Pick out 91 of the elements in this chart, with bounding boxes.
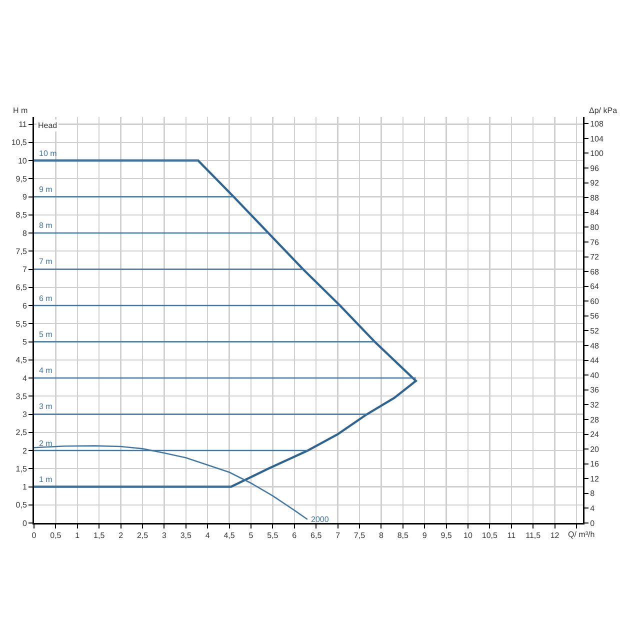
x-tick-label: 9 bbox=[422, 531, 428, 540]
y2-tick-label: 44 bbox=[590, 356, 600, 366]
y2-tick-label: 8 bbox=[590, 489, 596, 498]
x-tick-label: 11 bbox=[507, 531, 516, 540]
series-label: 4 m bbox=[39, 366, 53, 375]
y-tick-label: 0,5 bbox=[16, 500, 28, 510]
x-tick-label: 3,5 bbox=[180, 531, 192, 540]
y-tick-label: 6,5 bbox=[16, 283, 28, 292]
y2-tick-label: 100 bbox=[590, 149, 604, 158]
x-tick-label: 11,5 bbox=[526, 531, 542, 540]
y2-tick-label: 68 bbox=[590, 267, 600, 276]
y-tick-label: 11 bbox=[18, 120, 28, 130]
y2-tick-label: 12 bbox=[590, 474, 600, 484]
y-tick-label: 9 bbox=[22, 192, 28, 202]
x-axis-title: Q/ m³/h bbox=[568, 530, 595, 539]
y2-tick-label: 88 bbox=[590, 193, 600, 202]
x-tick-label: 5,5 bbox=[267, 531, 279, 540]
y2-tick-label: 76 bbox=[590, 238, 600, 247]
annotation: Head bbox=[38, 121, 58, 130]
y2-tick-label: 80 bbox=[590, 222, 600, 232]
x-tick-label: 5 bbox=[248, 531, 254, 540]
y-tick-label: 10,5 bbox=[11, 138, 28, 148]
x-tick-label: 6,5 bbox=[310, 531, 322, 540]
series-label: 6 m bbox=[39, 294, 53, 303]
y-tick-label: 9,5 bbox=[16, 174, 28, 184]
y-tick-label: 4,5 bbox=[16, 356, 28, 365]
y2-tick-label: 24 bbox=[590, 430, 600, 440]
x-tick-label: 3 bbox=[162, 531, 167, 540]
y2-tick-label: 48 bbox=[590, 341, 600, 350]
y-tick-label: 8 bbox=[22, 228, 28, 238]
x-tick-label: 0 bbox=[32, 531, 37, 540]
x-tick-label: 10 bbox=[464, 531, 473, 540]
series-label: 9 m bbox=[39, 185, 53, 194]
y2-axis-title: Δp/ kPa bbox=[589, 106, 618, 115]
y-tick-label: 5 bbox=[22, 338, 28, 347]
y-axis-title: H m bbox=[13, 106, 28, 115]
y-tick-label: 2,5 bbox=[16, 428, 28, 438]
y2-tick-label: 64 bbox=[590, 282, 600, 292]
y2-tick-label: 72 bbox=[590, 252, 600, 262]
y2-tick-label: 104 bbox=[590, 134, 604, 144]
y2-tick-label: 4 bbox=[590, 504, 596, 514]
y-tick-label: 0 bbox=[22, 518, 28, 528]
series-label: 2000 bbox=[311, 515, 330, 524]
x-tick-label: 2 bbox=[118, 531, 124, 540]
y2-tick-label: 96 bbox=[590, 164, 600, 173]
x-tick-label: 9,5 bbox=[440, 531, 452, 540]
x-tick-label: 7 bbox=[336, 531, 341, 540]
y-tick-label: 1,5 bbox=[16, 464, 28, 474]
y-tick-label: 3,5 bbox=[16, 392, 28, 401]
x-tick-label: 1,5 bbox=[94, 531, 106, 540]
x-tick-label: 1 bbox=[75, 531, 80, 540]
x-tick-label: 4,5 bbox=[224, 531, 236, 540]
x-tick-label: 8,5 bbox=[397, 531, 409, 540]
y-tick-label: 2 bbox=[22, 446, 28, 456]
x-tick-label: 0,5 bbox=[50, 531, 62, 540]
y2-tick-label: 28 bbox=[590, 415, 600, 424]
y2-tick-label: 40 bbox=[590, 370, 600, 380]
y-tick-label: 7 bbox=[22, 265, 28, 274]
x-tick-label: 10,5 bbox=[482, 531, 498, 540]
y2-tick-label: 36 bbox=[590, 386, 600, 395]
series-label: 10 m bbox=[39, 149, 58, 158]
y2-tick-label: 20 bbox=[590, 444, 600, 454]
y2-tick-label: 60 bbox=[590, 296, 600, 306]
x-tick-label: 7,5 bbox=[354, 531, 366, 540]
y-tick-label: 10 bbox=[18, 156, 28, 166]
series-label: 1 m bbox=[39, 475, 53, 484]
series-label: 2 m bbox=[39, 439, 53, 448]
y2-tick-label: 32 bbox=[590, 400, 600, 410]
y-tick-label: 3 bbox=[22, 410, 28, 420]
series-label: 7 m bbox=[39, 257, 53, 266]
y-tick-label: 5,5 bbox=[16, 319, 28, 328]
y2-tick-label: 92 bbox=[590, 178, 600, 188]
y2-tick-label: 84 bbox=[590, 208, 600, 218]
series-label: 8 m bbox=[39, 221, 53, 230]
y2-tick-label: 56 bbox=[590, 312, 600, 321]
series-label: 5 m bbox=[39, 330, 53, 339]
x-tick-label: 6 bbox=[292, 531, 298, 540]
y2-tick-label: 16 bbox=[590, 460, 600, 469]
x-tick-label: 2,5 bbox=[136, 531, 149, 540]
x-tick-label: 4 bbox=[205, 531, 210, 540]
y2-tick-label: 0 bbox=[590, 518, 596, 528]
x-tick-label: 8 bbox=[378, 531, 384, 540]
y-tick-label: 7,5 bbox=[16, 246, 28, 256]
y2-tick-label: 52 bbox=[590, 326, 600, 336]
x-tick-label: 12 bbox=[550, 531, 560, 540]
y-tick-label: 1 bbox=[22, 482, 28, 492]
y2-tick-label: 108 bbox=[590, 119, 604, 128]
y-tick-label: 8,5 bbox=[16, 210, 28, 220]
y-tick-label: 4 bbox=[22, 374, 28, 383]
series-label: 3 m bbox=[39, 402, 53, 411]
y-tick-label: 6 bbox=[22, 301, 28, 310]
